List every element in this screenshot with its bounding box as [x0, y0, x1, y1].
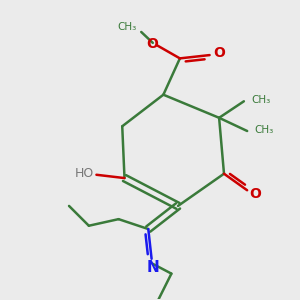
Text: CH₃: CH₃ [251, 95, 270, 105]
Text: HO: HO [75, 167, 94, 180]
Text: CH₃: CH₃ [254, 125, 274, 135]
Text: O: O [249, 187, 261, 200]
Text: N: N [147, 260, 160, 274]
Text: O: O [146, 37, 158, 50]
Text: O: O [213, 46, 225, 60]
Text: CH₃: CH₃ [118, 22, 137, 32]
